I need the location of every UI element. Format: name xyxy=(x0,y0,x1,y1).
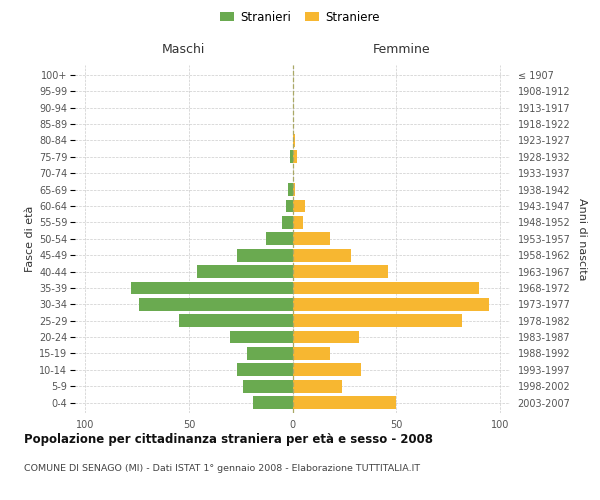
Bar xyxy=(253,396,293,409)
Bar xyxy=(293,282,479,294)
Bar xyxy=(179,314,293,327)
Bar xyxy=(293,183,295,196)
Bar xyxy=(293,347,330,360)
Text: COMUNE DI SENAGO (MI) - Dati ISTAT 1° gennaio 2008 - Elaborazione TUTTITALIA.IT: COMUNE DI SENAGO (MI) - Dati ISTAT 1° ge… xyxy=(24,464,420,473)
Bar xyxy=(293,380,342,392)
Bar xyxy=(266,232,293,245)
Bar xyxy=(236,364,293,376)
Bar xyxy=(289,183,293,196)
Bar xyxy=(286,200,293,212)
Bar xyxy=(293,150,296,163)
Bar xyxy=(293,265,388,278)
Bar xyxy=(139,298,293,310)
Bar xyxy=(230,330,293,344)
Y-axis label: Fasce di età: Fasce di età xyxy=(25,206,35,272)
Text: Maschi: Maschi xyxy=(162,44,205,57)
Bar xyxy=(131,282,293,294)
Bar xyxy=(236,248,293,262)
Bar xyxy=(293,314,463,327)
Bar xyxy=(293,200,305,212)
Bar xyxy=(293,248,350,262)
Bar xyxy=(293,232,330,245)
Bar xyxy=(282,216,293,229)
Bar xyxy=(293,298,489,310)
Bar xyxy=(243,380,293,392)
Legend: Stranieri, Straniere: Stranieri, Straniere xyxy=(215,6,385,28)
Text: Popolazione per cittadinanza straniera per età e sesso - 2008: Popolazione per cittadinanza straniera p… xyxy=(24,432,433,446)
Bar xyxy=(293,330,359,344)
Bar xyxy=(293,216,303,229)
Bar xyxy=(293,396,396,409)
Bar xyxy=(197,265,293,278)
Bar xyxy=(290,150,293,163)
Bar xyxy=(293,134,295,147)
Text: Femmine: Femmine xyxy=(373,44,430,57)
Bar xyxy=(293,364,361,376)
Bar xyxy=(247,347,293,360)
Y-axis label: Anni di nascita: Anni di nascita xyxy=(577,198,587,280)
